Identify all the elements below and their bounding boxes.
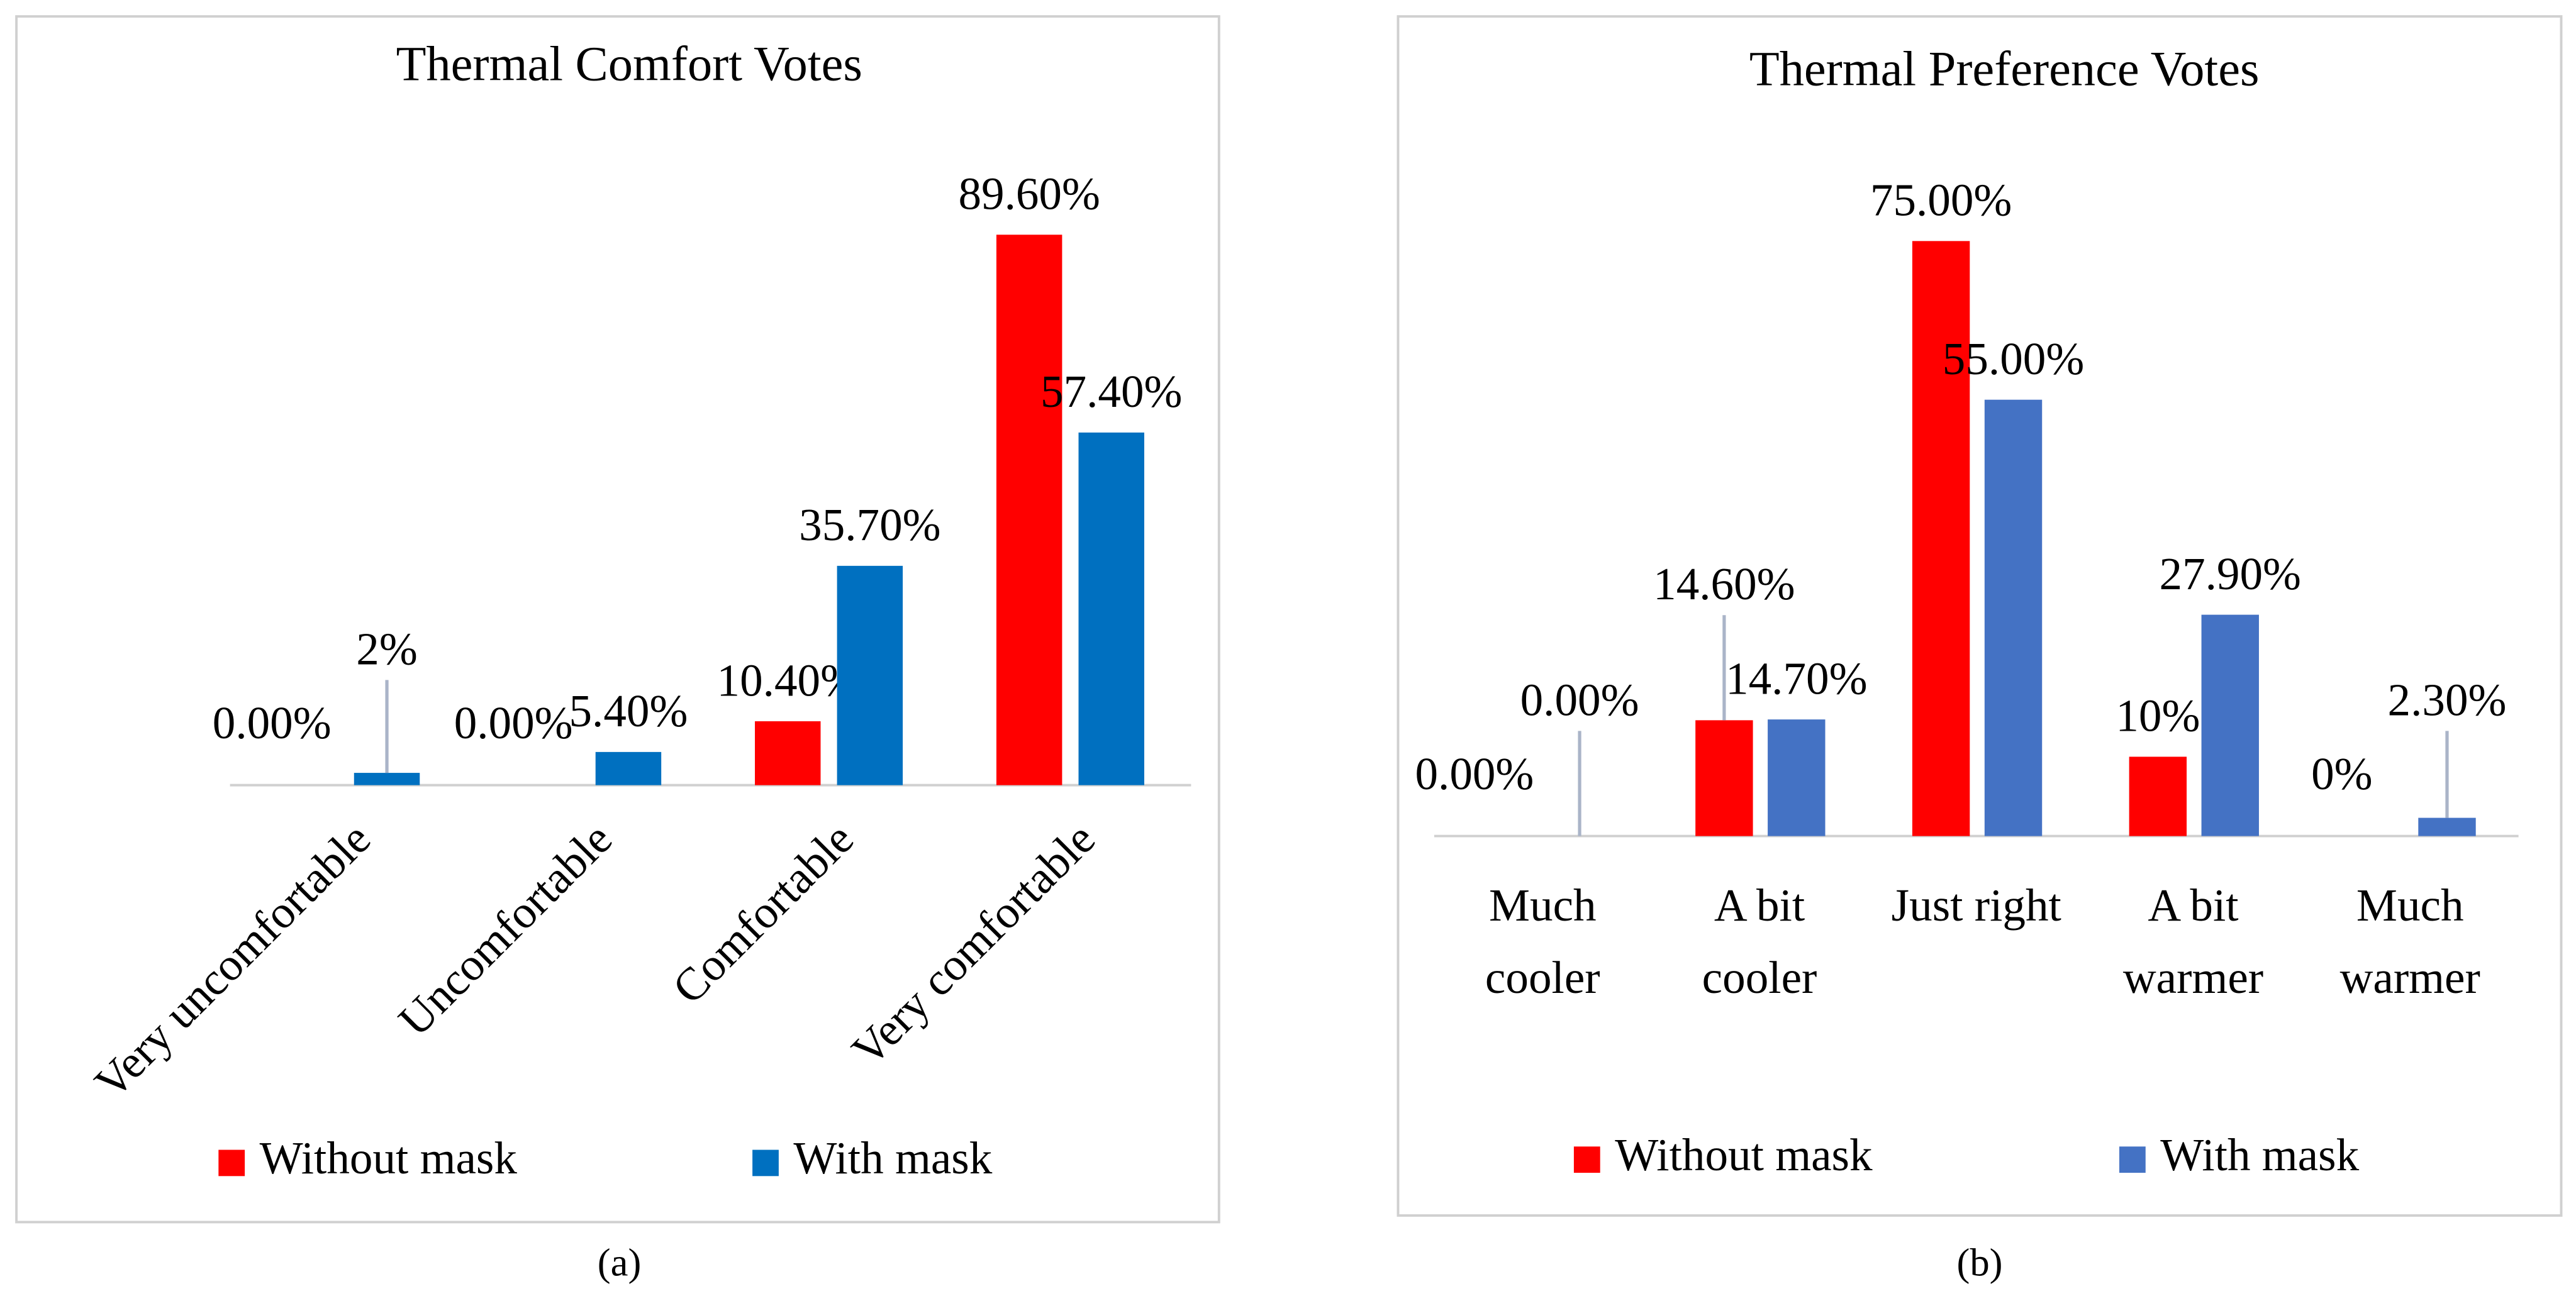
bar bbox=[1695, 720, 1753, 836]
bar bbox=[595, 751, 662, 785]
bar bbox=[2201, 614, 2259, 836]
data-label: 27.90% bbox=[2160, 548, 2301, 599]
data-label: 0.00% bbox=[1415, 748, 1534, 799]
legend-label: With mask bbox=[2160, 1129, 2359, 1180]
data-label: 35.70% bbox=[799, 499, 940, 550]
bar bbox=[354, 773, 420, 785]
data-label: 10.40% bbox=[717, 655, 859, 706]
data-label: 57.40% bbox=[1040, 366, 1182, 417]
legend-swatch bbox=[752, 1149, 779, 1177]
data-label: 14.60% bbox=[1653, 558, 1795, 609]
bar bbox=[996, 235, 1062, 785]
data-label: 0% bbox=[2311, 748, 2372, 799]
legend-swatch bbox=[218, 1149, 245, 1177]
data-label: 75.00% bbox=[1870, 175, 2012, 226]
data-label: 0.00% bbox=[1520, 674, 1639, 725]
x-tick-label: Comfortable bbox=[662, 813, 863, 1014]
bar bbox=[1984, 399, 2043, 836]
data-label: 2.30% bbox=[2388, 674, 2507, 725]
x-tick-label: Uncomfortable bbox=[389, 813, 622, 1046]
bar bbox=[1078, 432, 1144, 785]
x-tick-label: Much warmer bbox=[2340, 880, 2480, 1003]
legend-label: Without mask bbox=[260, 1133, 518, 1183]
data-label: 14.70% bbox=[1726, 653, 1867, 704]
bar bbox=[755, 721, 821, 785]
x-tick-label: A bit cooler bbox=[1702, 880, 1817, 1003]
data-label: 0.00% bbox=[454, 697, 573, 748]
bar bbox=[837, 565, 903, 785]
caption: (b) bbox=[1956, 1240, 2002, 1284]
x-tick-label: Much cooler bbox=[1485, 880, 1600, 1003]
bar bbox=[1768, 719, 1826, 836]
legend-label: Without mask bbox=[1615, 1129, 1873, 1180]
data-label: 0.00% bbox=[213, 697, 332, 748]
x-tick-label: Very uncomfortable bbox=[85, 813, 380, 1108]
bar bbox=[1912, 241, 1970, 836]
x-tick-label: Just right bbox=[1892, 880, 2061, 931]
data-label: 55.00% bbox=[1943, 333, 2084, 384]
panel-frame bbox=[1397, 15, 2563, 1217]
data-label: 2% bbox=[356, 623, 417, 674]
legend-swatch bbox=[1573, 1146, 1600, 1173]
x-tick-label: Very comfortable bbox=[842, 813, 1105, 1076]
chart-title: Thermal Preference Votes bbox=[1749, 42, 2260, 96]
panel-frame bbox=[15, 15, 1220, 1224]
legend-label: With mask bbox=[793, 1133, 992, 1183]
x-tick-label: A bit warmer bbox=[2123, 880, 2263, 1003]
data-label: 5.40% bbox=[569, 685, 688, 736]
data-label: 10% bbox=[2116, 690, 2200, 741]
caption: (a) bbox=[598, 1240, 642, 1284]
legend-swatch bbox=[2119, 1146, 2146, 1173]
data-label: 89.60% bbox=[958, 169, 1100, 219]
chart-title: Thermal Comfort Votes bbox=[396, 36, 862, 91]
bar bbox=[2129, 756, 2187, 836]
bar bbox=[2418, 817, 2476, 836]
